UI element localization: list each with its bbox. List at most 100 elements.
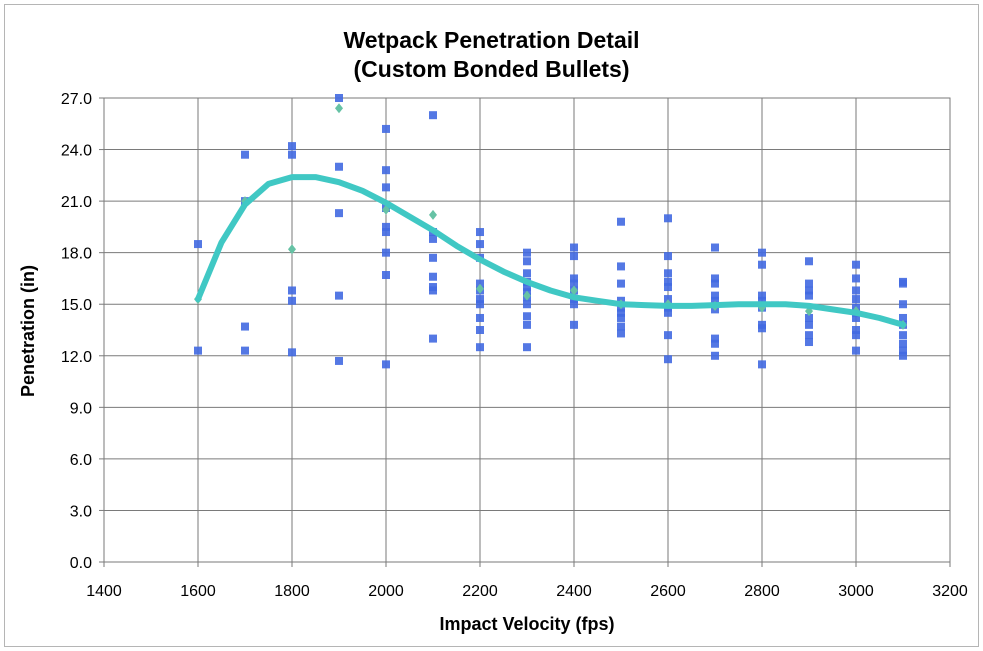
data-point bbox=[711, 339, 719, 348]
x-tick-label: 2000 bbox=[368, 583, 404, 600]
data-point bbox=[805, 331, 813, 340]
data-point bbox=[852, 346, 860, 355]
data-point bbox=[852, 286, 860, 295]
data-point bbox=[758, 360, 766, 369]
data-point bbox=[570, 274, 578, 283]
data-point bbox=[476, 313, 484, 322]
data-point bbox=[617, 262, 625, 271]
chart-subtitle: (Custom Bonded Bullets) bbox=[353, 56, 630, 82]
data-point bbox=[711, 274, 719, 283]
data-point bbox=[523, 320, 531, 329]
data-point bbox=[523, 300, 531, 309]
chart-title: Wetpack Penetration Detail bbox=[343, 27, 640, 53]
data-point bbox=[570, 279, 578, 288]
data-point bbox=[382, 360, 390, 369]
y-tick-label: 9.0 bbox=[70, 400, 92, 417]
data-marks bbox=[194, 94, 907, 369]
data-point bbox=[382, 248, 390, 257]
x-tick-label: 3200 bbox=[932, 583, 968, 600]
data-point bbox=[382, 271, 390, 280]
y-tick-label: 15.0 bbox=[61, 297, 92, 314]
data-point bbox=[617, 217, 625, 226]
data-point bbox=[382, 222, 390, 231]
data-point bbox=[523, 283, 531, 292]
data-point bbox=[711, 296, 719, 305]
data-point bbox=[429, 234, 437, 243]
data-point bbox=[899, 279, 907, 288]
data-point bbox=[899, 300, 907, 309]
data-point bbox=[288, 142, 296, 151]
data-point bbox=[899, 313, 907, 322]
data-point bbox=[664, 308, 672, 317]
data-point bbox=[523, 312, 531, 321]
data-point bbox=[523, 269, 531, 278]
data-point bbox=[664, 283, 672, 292]
data-point bbox=[523, 257, 531, 266]
data-point bbox=[241, 346, 249, 355]
data-point bbox=[805, 291, 813, 300]
data-point bbox=[805, 286, 813, 295]
plot-area bbox=[103, 97, 951, 563]
x-tick-label: 2200 bbox=[462, 583, 498, 600]
data-point bbox=[852, 274, 860, 283]
y-tick-label: 27.0 bbox=[61, 91, 92, 108]
data-point bbox=[288, 348, 296, 357]
data-point bbox=[523, 343, 531, 352]
data-point bbox=[288, 286, 296, 295]
x-tick-label: 1600 bbox=[180, 583, 216, 600]
y-tick-label: 18.0 bbox=[61, 246, 92, 263]
x-axis-title: Impact Velocity (fps) bbox=[439, 614, 614, 634]
data-point bbox=[852, 313, 860, 322]
data-point bbox=[476, 343, 484, 352]
data-point bbox=[852, 260, 860, 269]
trend-curve bbox=[195, 174, 906, 328]
data-point bbox=[805, 257, 813, 266]
data-point bbox=[476, 326, 484, 334]
x-tick-label: 3000 bbox=[838, 583, 874, 600]
data-point bbox=[664, 331, 672, 340]
data-point bbox=[335, 356, 343, 365]
data-point bbox=[711, 351, 719, 360]
data-point bbox=[523, 248, 531, 257]
data-point bbox=[476, 240, 484, 249]
data-point bbox=[241, 322, 249, 331]
data-point bbox=[899, 331, 907, 340]
data-point bbox=[852, 331, 860, 340]
data-point bbox=[758, 296, 766, 305]
mean-point bbox=[429, 209, 437, 220]
x-tick-label: 2600 bbox=[650, 583, 686, 600]
data-point bbox=[711, 279, 719, 288]
data-point bbox=[805, 313, 813, 322]
data-point bbox=[617, 308, 625, 317]
data-point bbox=[194, 346, 202, 355]
data-point bbox=[335, 209, 343, 218]
mean-point bbox=[570, 285, 578, 296]
data-point bbox=[476, 279, 484, 288]
data-point bbox=[241, 150, 249, 159]
data-point bbox=[476, 228, 484, 237]
data-point bbox=[899, 346, 907, 355]
mean-point bbox=[288, 244, 296, 255]
data-point bbox=[664, 277, 672, 286]
data-point bbox=[664, 252, 672, 261]
data-point bbox=[617, 329, 625, 338]
data-point bbox=[570, 252, 578, 261]
data-point bbox=[899, 351, 907, 360]
x-axis-ticks: 1400 1600 1800 2000 2200 2400 2600 2800 3000 3200 bbox=[86, 562, 968, 600]
data-point bbox=[758, 291, 766, 300]
data-point bbox=[570, 243, 578, 252]
data-point bbox=[429, 286, 437, 295]
data-point bbox=[429, 111, 437, 120]
data-point bbox=[335, 291, 343, 300]
y-tick-label: 3.0 bbox=[70, 503, 92, 520]
data-point bbox=[664, 269, 672, 278]
data-point bbox=[664, 214, 672, 223]
y-axis-ticks: 0.0 3.0 6.0 9.0 12.0 15.0 18.0 21.0 24.0 27.0 bbox=[61, 91, 104, 572]
data-point bbox=[711, 291, 719, 300]
y-tick-label: 21.0 bbox=[61, 194, 92, 211]
x-tick-label: 1400 bbox=[86, 583, 122, 600]
data-point bbox=[476, 300, 484, 309]
data-point bbox=[711, 243, 719, 252]
data-point bbox=[852, 326, 860, 334]
y-tick-label: 24.0 bbox=[61, 143, 92, 160]
